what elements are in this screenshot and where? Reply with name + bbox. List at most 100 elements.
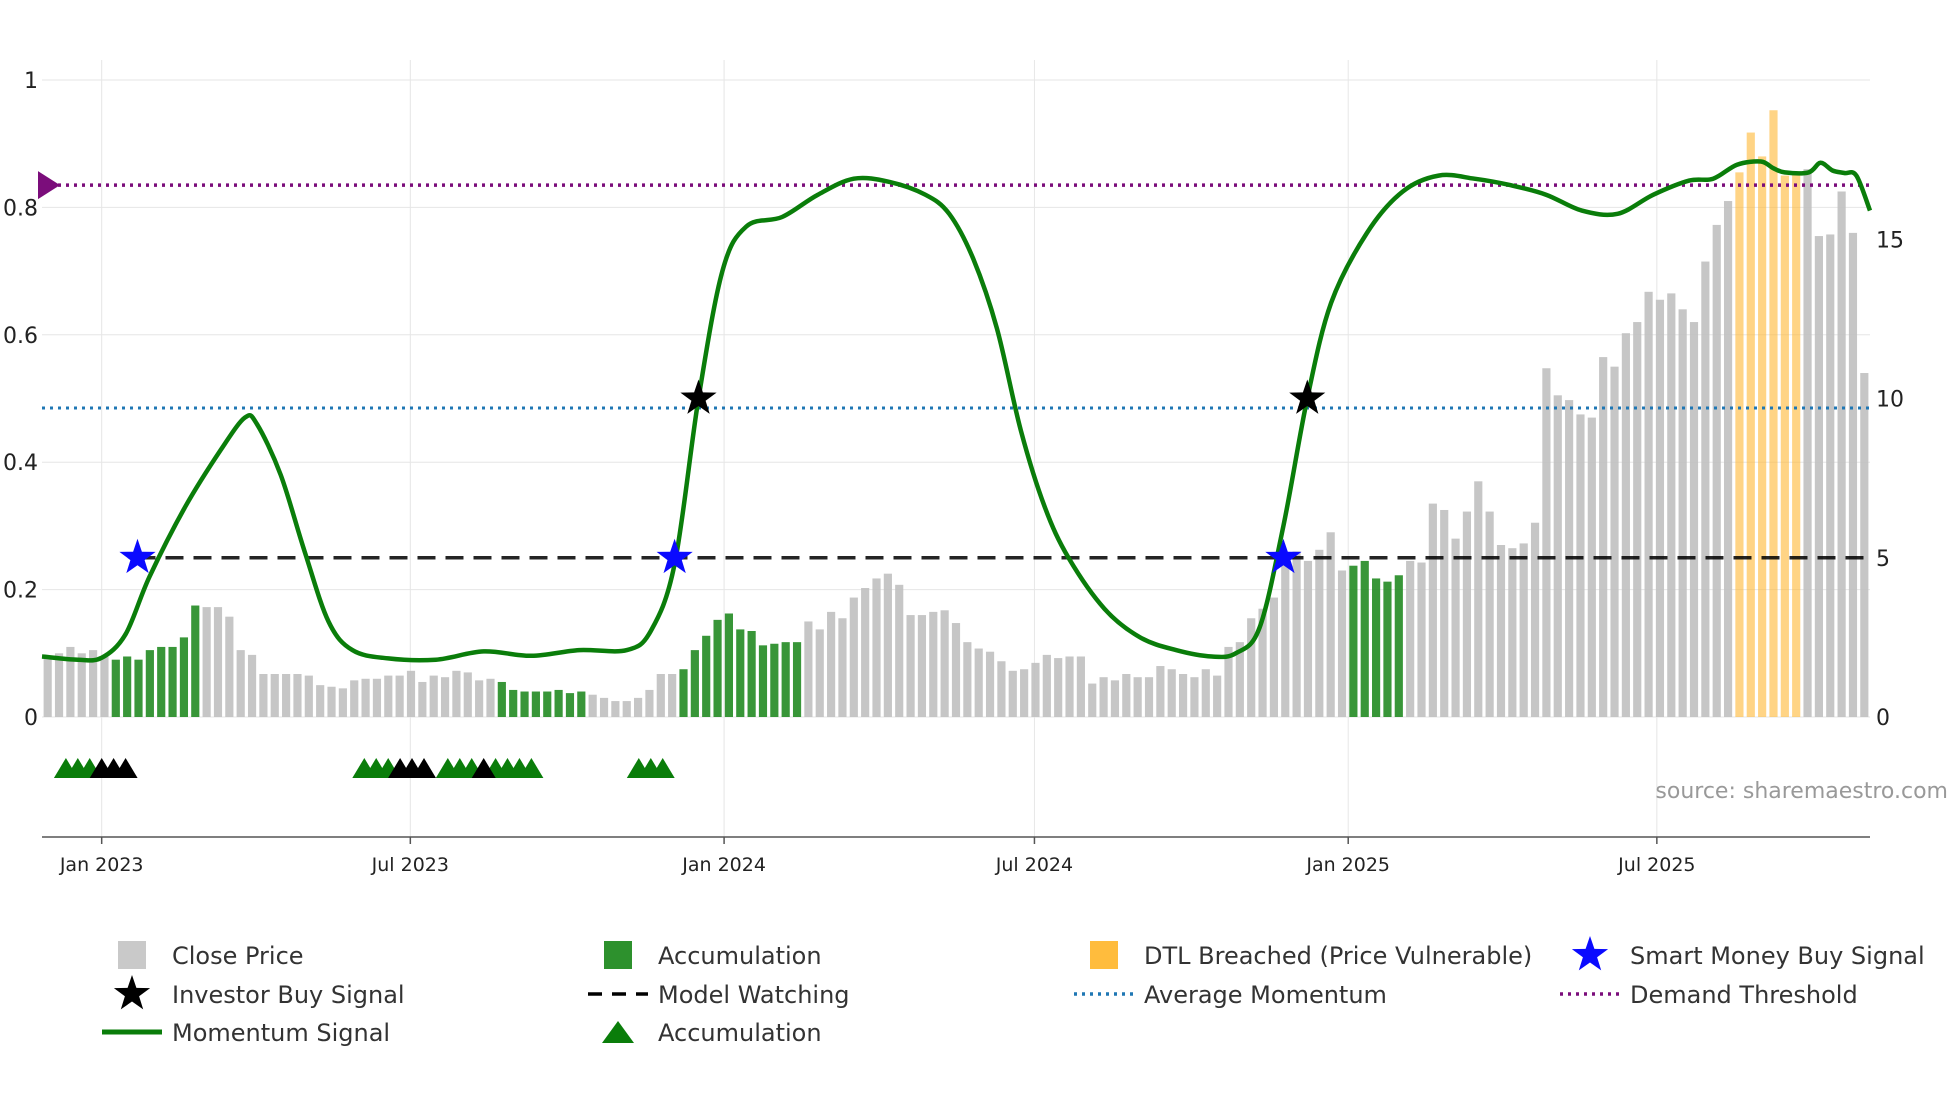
price-bar <box>372 678 382 717</box>
accumulation-bar <box>157 646 166 717</box>
price-bar <box>338 688 347 717</box>
legend-star-icon <box>1571 936 1609 971</box>
accumulation-bar <box>1360 560 1369 717</box>
price-bar <box>668 674 677 717</box>
right-tick-label: 5 <box>1876 547 1890 572</box>
accumulation-bar <box>123 656 132 717</box>
price-bar <box>1281 562 1290 717</box>
accumulation-bar <box>179 637 189 718</box>
dtl-breached-bar <box>1746 132 1755 718</box>
legend-swatch <box>1090 941 1118 969</box>
dtl-breached-bar <box>1780 175 1789 718</box>
accumulation-triangle-black <box>412 758 436 778</box>
price-bar <box>1110 680 1120 717</box>
price-bar <box>1655 299 1665 717</box>
price-bar <box>906 615 915 717</box>
accumulation-bar <box>679 669 688 717</box>
accumulation-bar <box>543 691 552 717</box>
momentum-signal-line <box>41 159 1873 663</box>
price-bar <box>929 611 938 717</box>
x-tick-label: Jan 2024 <box>681 854 766 876</box>
price-bar <box>599 697 609 717</box>
accumulation-bar <box>565 693 575 717</box>
price-bar <box>418 681 427 717</box>
reference-lines <box>38 171 1870 560</box>
price-bar <box>1860 373 1869 717</box>
accumulation-bar <box>134 659 143 717</box>
price-bar <box>327 686 336 717</box>
smart-money-buy-star <box>119 538 156 574</box>
x-tick-label: Jul 2024 <box>995 854 1073 876</box>
price-bar <box>1258 608 1267 717</box>
source-label: source: sharemaestro.com <box>1655 779 1948 804</box>
legend-label: Accumulation <box>658 942 822 970</box>
price-bar <box>838 618 847 717</box>
price-bar <box>1326 532 1335 717</box>
price-bar <box>634 697 643 717</box>
accumulation-bar <box>554 689 563 717</box>
x-tick-label: Jan 2023 <box>59 854 144 876</box>
price-bar <box>1156 666 1165 717</box>
price-bar <box>1076 656 1085 717</box>
price-bar <box>804 621 813 717</box>
left-tick-label: 0.4 <box>3 451 38 476</box>
price-bar <box>815 629 824 717</box>
price-bar <box>827 611 836 717</box>
price-bar <box>440 677 450 717</box>
price-bar <box>213 607 223 717</box>
accumulation-bar <box>1383 581 1392 717</box>
accumulation-bar <box>168 646 177 717</box>
price-bar <box>1054 658 1063 717</box>
price-bar <box>304 675 313 717</box>
price-bar <box>236 650 245 717</box>
right-tick-label: 15 <box>1876 228 1904 253</box>
accumulation-bar <box>531 691 540 717</box>
price-bar <box>1178 674 1188 717</box>
price-bar <box>66 646 75 717</box>
price-bar <box>622 701 631 717</box>
legend-label: Investor Buy Signal <box>172 981 405 1009</box>
legend-label: Accumulation <box>658 1019 822 1047</box>
price-bar <box>849 597 858 717</box>
legend-star-icon <box>113 975 151 1010</box>
accumulation-triangle-black <box>113 758 138 778</box>
price-bar <box>259 674 268 717</box>
price-bar <box>384 675 393 717</box>
left-tick-label: 0.2 <box>3 579 38 604</box>
accumulation-bar <box>191 605 200 717</box>
price-bar <box>1508 548 1517 717</box>
price-bar <box>940 610 949 717</box>
price-bar <box>1542 368 1551 717</box>
price-bar <box>611 701 620 717</box>
price-bar <box>645 689 654 717</box>
accumulation-bar <box>702 635 711 717</box>
x-tick-label: Jan 2025 <box>1305 854 1390 876</box>
price-bar <box>1848 232 1858 717</box>
legend-label: Momentum Signal <box>172 1019 390 1047</box>
price-bar <box>1712 224 1721 718</box>
grid-lines <box>42 60 1870 837</box>
price-bar <box>1213 675 1222 717</box>
buy-signals <box>119 379 1326 574</box>
price-bar <box>861 588 870 717</box>
accumulation-triangle-black <box>471 758 496 778</box>
price-bar <box>1485 511 1494 717</box>
price-bar <box>1042 654 1051 717</box>
price-bar <box>202 607 211 717</box>
price-bar <box>963 642 972 717</box>
price-bar <box>1689 322 1699 717</box>
legend-label: DTL Breached (Price Vulnerable) <box>1144 942 1532 970</box>
price-bar <box>316 685 325 717</box>
price-bar <box>1008 670 1017 717</box>
smart-money-buy-star <box>656 538 693 574</box>
price-bar <box>1144 677 1154 717</box>
price-bar <box>1576 414 1585 717</box>
investor-buy-star <box>680 379 717 414</box>
accumulation-bar <box>770 643 779 717</box>
price-bar <box>282 674 291 717</box>
price-bar <box>1337 570 1347 717</box>
right-tick-label: 10 <box>1876 388 1904 413</box>
dtl-breached-bar <box>1735 172 1744 718</box>
